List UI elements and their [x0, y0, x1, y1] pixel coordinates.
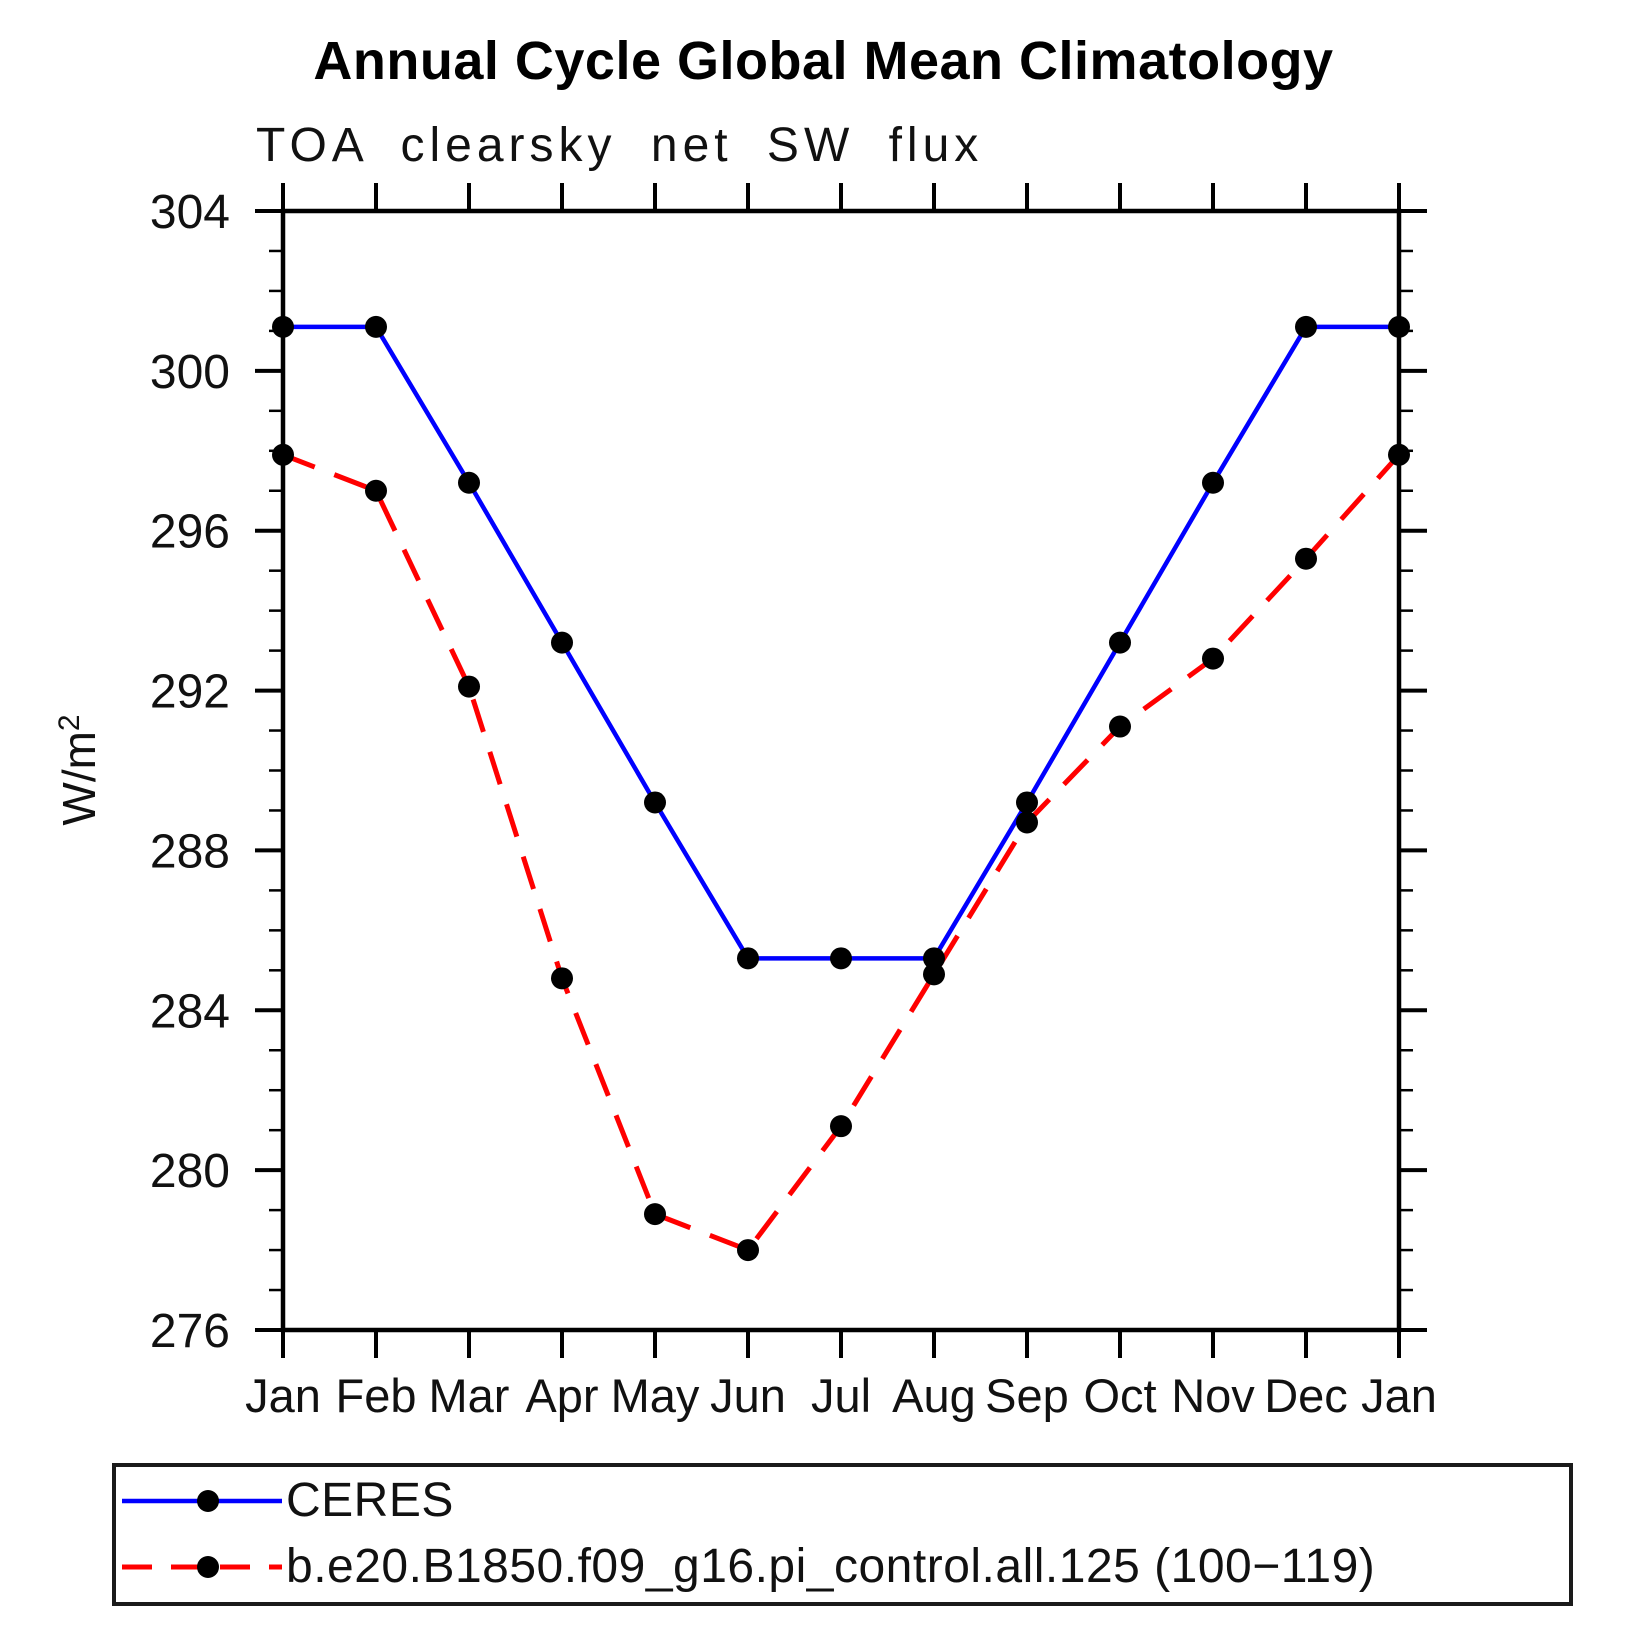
data-point-marker [1388, 443, 1410, 466]
data-point-marker [737, 947, 759, 970]
legend-label: CERES [286, 1474, 454, 1527]
y-tick-label: 304 [150, 186, 230, 239]
data-point-marker [272, 443, 294, 466]
x-tick-label: Feb [336, 1369, 417, 1422]
y-tick-label: 276 [150, 1305, 230, 1358]
x-tick-label: May [611, 1369, 700, 1422]
data-point-marker [737, 1239, 759, 1262]
chart-legend: CERES b.e20.B1850.f09_g16.pi_control.all… [112, 1463, 1573, 1606]
data-point-marker [365, 315, 387, 338]
data-point-marker [1388, 315, 1410, 338]
data-point-marker [644, 1203, 666, 1226]
data-point-marker [458, 675, 480, 698]
x-tick-label: Sep [985, 1369, 1069, 1422]
legend-item-ceres: CERES [116, 1474, 1556, 1527]
data-point-marker [551, 967, 573, 990]
x-tick-label: Oct [1083, 1369, 1156, 1422]
x-tick-label: Jan [245, 1369, 321, 1422]
y-tick-label: 292 [150, 666, 230, 719]
data-point-marker [1109, 715, 1131, 738]
page-title: Annual Cycle Global Mean Climatology [313, 31, 1334, 91]
data-point-marker [1202, 471, 1224, 494]
x-tick-label: Apr [525, 1369, 598, 1422]
x-tick-label: Mar [429, 1369, 510, 1422]
data-point-marker [1016, 791, 1038, 814]
data-point-marker [365, 479, 387, 502]
x-tick-label: Jun [710, 1369, 786, 1422]
data-point-marker [830, 947, 852, 970]
x-tick-label: Aug [892, 1369, 976, 1422]
data-point-marker [1295, 315, 1317, 338]
data-point-marker [644, 791, 666, 814]
y-tick-label: 296 [150, 506, 230, 559]
data-point-marker [923, 947, 945, 970]
data-point-marker [830, 1115, 852, 1138]
data-point-marker [551, 631, 573, 654]
x-tick-label: Nov [1171, 1369, 1255, 1422]
data-point-marker [1109, 631, 1131, 654]
series-line-ceres [283, 324, 1399, 961]
data-point-marker [923, 963, 945, 986]
x-tick-label: Jul [811, 1369, 871, 1422]
data-point-marker [272, 315, 294, 338]
x-tick-label: Jan [1361, 1369, 1437, 1422]
x-tick-label: Dec [1264, 1369, 1348, 1422]
y-tick-label: 300 [150, 346, 230, 399]
legend-item-model: b.e20.B1850.f09_g16.pi_control.all.125 (… [116, 1540, 1556, 1593]
y-tick-label: 288 [150, 825, 230, 878]
data-point-marker [1202, 647, 1224, 670]
data-point-marker [458, 471, 480, 494]
legend-line-sample-dashed [122, 1556, 282, 1578]
y-tick-label: 280 [150, 1145, 230, 1198]
data-point-marker [1016, 811, 1038, 834]
y-axis-label: W/m2 [53, 714, 105, 825]
y-axis-label-superscript: 2 [53, 714, 86, 731]
legend-label: b.e20.B1850.f09_g16.pi_control.all.125 (… [286, 1540, 1376, 1593]
plot-border [280, 208, 1402, 1333]
legend-line-sample-solid [122, 1490, 282, 1512]
data-point-marker [1295, 547, 1317, 570]
chart-subtitle: TOA clearsky net SW flux [256, 119, 984, 172]
y-tick-label: 284 [150, 985, 230, 1038]
